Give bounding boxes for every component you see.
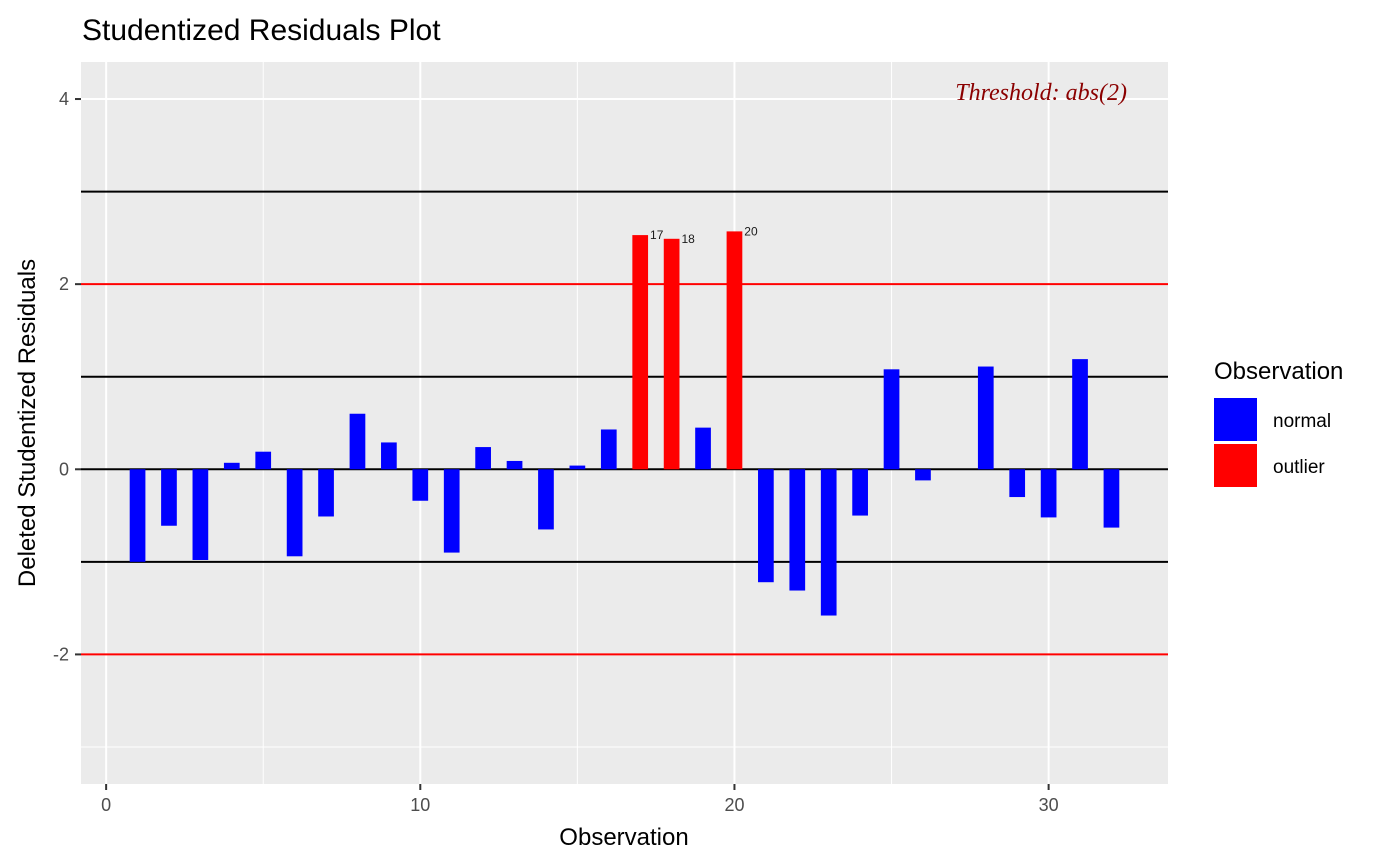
x-tick-label: 10: [410, 795, 430, 815]
x-axis-ticks: 0 10 20 30: [101, 784, 1059, 815]
legend-label-outlier: outlier: [1273, 457, 1325, 478]
y-tick-label: -2: [53, 644, 69, 664]
bar-normal: [695, 427, 711, 470]
bar-normal: [883, 369, 900, 470]
bar-normal: [1103, 469, 1120, 528]
x-tick-label: 0: [101, 795, 111, 815]
bar-label: 18: [681, 232, 695, 246]
bar-normal: [129, 469, 146, 562]
bar-normal: [286, 469, 303, 557]
reference-lines: [81, 190, 1168, 656]
bar-normal: [506, 460, 523, 470]
bar-normal: [852, 469, 868, 516]
bar-outlier: [663, 238, 680, 470]
bar-normal: [1009, 469, 1026, 498]
y-tick-label: 2: [59, 274, 69, 294]
outlier-labels: 17 18 20: [650, 224, 758, 245]
chart-title: Studentized Residuals Plot: [82, 14, 441, 47]
bar-normal: [412, 469, 429, 501]
bar-normal: [569, 465, 586, 470]
bar-normal: [161, 469, 177, 526]
bar-outlier: [632, 235, 649, 470]
plot-panel: [81, 62, 1168, 784]
bar-normal: [915, 469, 931, 481]
bars: [129, 231, 1120, 616]
legend-key-normal: [1214, 398, 1257, 441]
y-axis-ticks: -2 0 2 4: [53, 89, 81, 664]
bar-outlier: [726, 231, 743, 470]
bar-normal: [1040, 469, 1057, 518]
bar-normal: [789, 469, 806, 591]
y-tick-label: 4: [59, 89, 69, 109]
bar-normal: [443, 469, 460, 553]
bar-normal: [318, 469, 334, 517]
bar-normal: [255, 451, 272, 470]
y-axis-title: Deleted Studentized Residuals: [14, 259, 41, 587]
bar-normal: [223, 462, 240, 470]
legend-label-normal: normal: [1273, 411, 1331, 432]
x-tick-label: 30: [1039, 795, 1059, 815]
bar-normal: [538, 469, 554, 530]
bar-normal: [977, 366, 994, 470]
threshold-annotation: Threshold: abs(2): [955, 80, 1127, 106]
bar-normal: [381, 442, 397, 470]
y-tick-label: 0: [59, 459, 69, 479]
bar-normal: [600, 429, 617, 470]
bar-normal: [758, 469, 774, 583]
bar-label: 20: [744, 224, 758, 238]
legend: Observation normal outlier: [1214, 358, 1343, 487]
bar-normal: [192, 469, 209, 560]
bar-normal: [475, 447, 491, 470]
bar-normal: [1072, 359, 1088, 470]
x-axis-title: Observation: [559, 824, 688, 851]
bar-normal: [349, 413, 366, 470]
bar-label: 17: [650, 228, 664, 242]
legend-key-outlier: [1214, 444, 1257, 487]
x-tick-label: 20: [724, 795, 744, 815]
bar-normal: [820, 469, 837, 616]
legend-title: Observation: [1214, 358, 1343, 385]
